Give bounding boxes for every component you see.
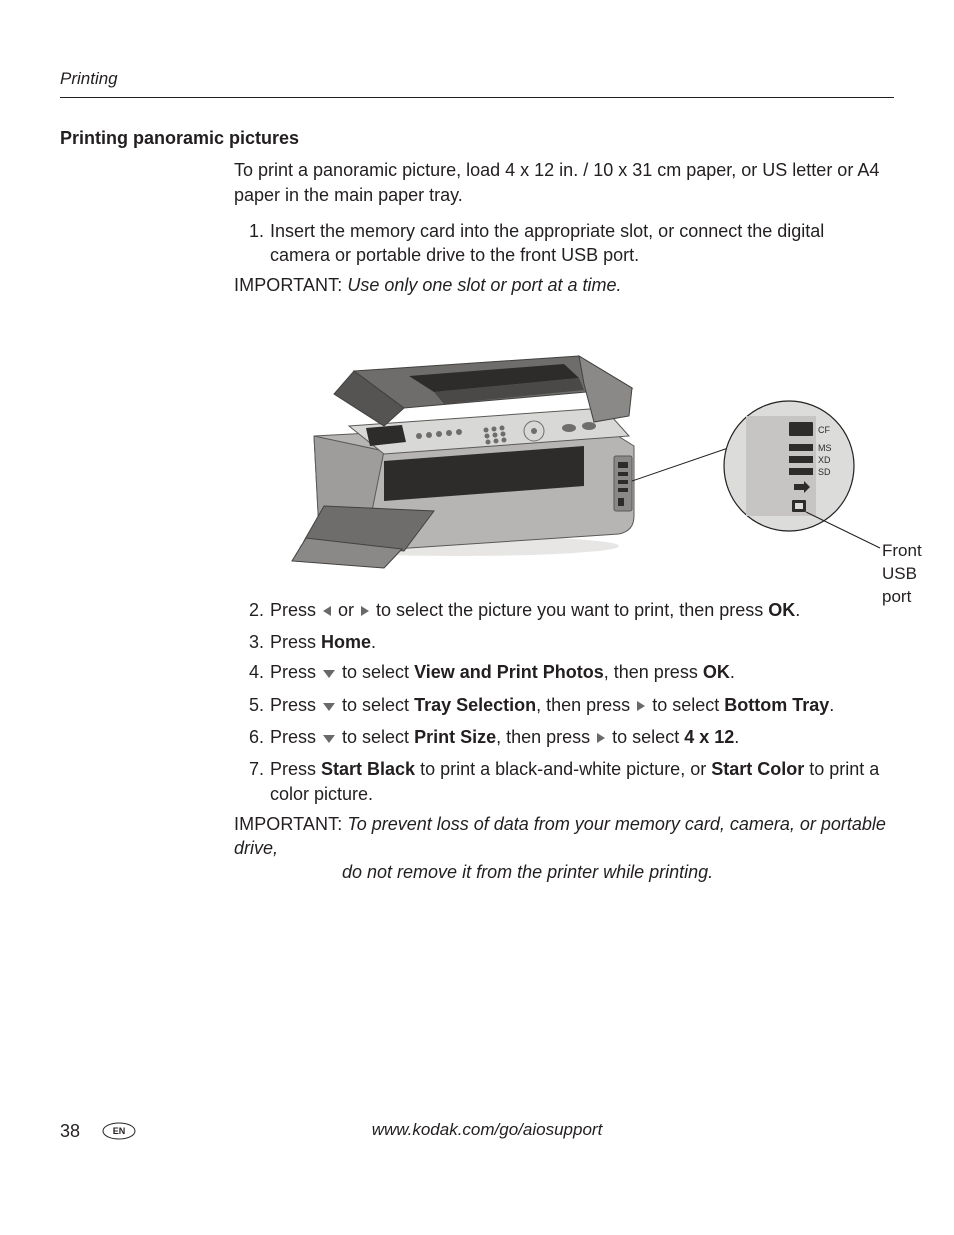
step-number: 4. [242, 660, 264, 684]
step-text: Press to select Print Size, then press t… [270, 727, 739, 747]
important-2: IMPORTANT: To prevent loss of data from … [234, 812, 888, 885]
step-text: Insert the memory card into the appropri… [270, 221, 824, 265]
language-badge-icon: EN [102, 1122, 136, 1140]
language-badge: EN [102, 1122, 136, 1140]
section-title: Printing panoramic pictures [60, 126, 894, 150]
header-section: Printing [60, 69, 118, 88]
steps-list-2: 2. Press or to select the picture you wa… [252, 598, 888, 806]
step-1: 1. Insert the memory card into the appro… [252, 219, 888, 268]
page-footer: 38 EN www.kodak.com/go/aiosupport [60, 1119, 894, 1143]
step-number: 3. [242, 630, 264, 654]
right-arrow-icon [359, 600, 371, 624]
step-4: 4. Press to select View and Print Photos… [252, 660, 888, 686]
step-text: Press to select Tray Selection, then pre… [270, 695, 834, 715]
right-arrow-icon [595, 727, 607, 751]
step-number: 6. [242, 725, 264, 749]
step-6: 6. Press to select Print Size, then pres… [252, 725, 888, 751]
step-number: 1. [242, 219, 264, 243]
svg-text:EN: EN [113, 1126, 126, 1136]
important-label: IMPORTANT: [234, 275, 342, 295]
step-text: Press Home. [270, 632, 376, 652]
down-arrow-icon [321, 727, 337, 751]
step-5: 5. Press to select Tray Selection, then … [252, 693, 888, 719]
important-1: IMPORTANT: Use only one slot or port at … [234, 273, 888, 297]
important-text-line2: do not remove it from the printer while … [342, 860, 888, 884]
slot-label-sd: SD [818, 467, 831, 477]
step-number: 5. [242, 693, 264, 717]
down-arrow-icon [321, 695, 337, 719]
step-text: Press Start Black to print a black-and-w… [270, 759, 879, 803]
slot-label-ms: MS [818, 443, 832, 453]
step-3: 3. Press Home. [252, 630, 888, 654]
body-column: To print a panoramic picture, load 4 x 1… [234, 158, 888, 884]
slot-label-xd: XD [818, 455, 831, 465]
step-text: Press or to select the picture you want … [270, 600, 800, 620]
step-number: 7. [242, 757, 264, 781]
printer-figure: CF MS XD SD Front USB port [234, 316, 888, 576]
printer-illustration: CF MS XD SD [234, 316, 894, 576]
step-text: Press to select View and Print Photos, t… [270, 662, 735, 682]
important-label: IMPORTANT: [234, 814, 342, 834]
step-7: 7. Press Start Black to print a black-an… [252, 757, 888, 806]
important-text: Use only one slot or port at a time. [347, 275, 621, 295]
page-number: 38 [60, 1119, 80, 1143]
step-2: 2. Press or to select the picture you wa… [252, 598, 888, 624]
left-arrow-icon [321, 600, 333, 624]
down-arrow-icon [321, 662, 337, 686]
steps-list-1: 1. Insert the memory card into the appro… [252, 219, 888, 268]
running-header: Printing [60, 68, 894, 98]
slot-label-cf: CF [818, 425, 830, 435]
intro-paragraph: To print a panoramic picture, load 4 x 1… [234, 158, 888, 207]
right-arrow-icon [635, 695, 647, 719]
step-number: 2. [242, 598, 264, 622]
footer-url: www.kodak.com/go/aiosupport [136, 1119, 838, 1142]
